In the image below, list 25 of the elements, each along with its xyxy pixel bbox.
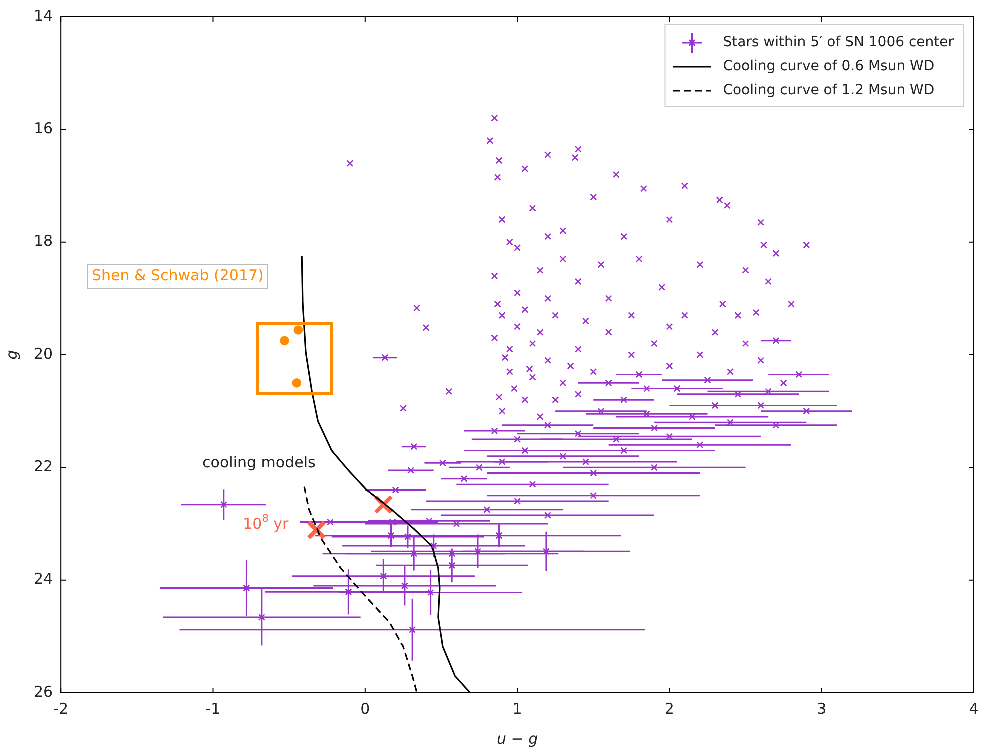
x-tick-label: -2 xyxy=(54,700,69,718)
legend-label: Cooling curve of 0.6 Msun WD xyxy=(723,58,935,75)
y-tick-label: 22 xyxy=(34,458,54,476)
y-tick-label: 20 xyxy=(34,344,54,363)
x-tick-label: -1 xyxy=(206,700,221,718)
point xyxy=(292,378,302,388)
y-tick-label: 26 xyxy=(34,682,54,701)
x-axis-title: u − g xyxy=(496,730,538,748)
point xyxy=(306,520,326,540)
y-tick-label: 18 xyxy=(34,232,54,250)
legend-label: Stars within 5′ of SN 1006 center xyxy=(723,34,954,51)
point xyxy=(280,336,290,346)
point xyxy=(294,326,304,335)
y-tick-label: 14 xyxy=(34,6,54,25)
x-tick-label: 4 xyxy=(969,700,979,718)
x-tick-label: 2 xyxy=(664,700,674,718)
x-tick-label: 1 xyxy=(512,700,522,718)
legend-label: Cooling curve of 1.2 Msun WD xyxy=(723,82,935,99)
y-axis-title: g xyxy=(2,350,21,360)
x-tick-label: 3 xyxy=(817,700,827,718)
annotation: cooling models xyxy=(202,454,316,472)
y-tick-label: 16 xyxy=(34,120,54,138)
x-tick-label: 0 xyxy=(360,700,370,718)
y-tick-label: 24 xyxy=(34,570,54,588)
annotation: Shen & Schwab (2017) xyxy=(92,266,264,284)
